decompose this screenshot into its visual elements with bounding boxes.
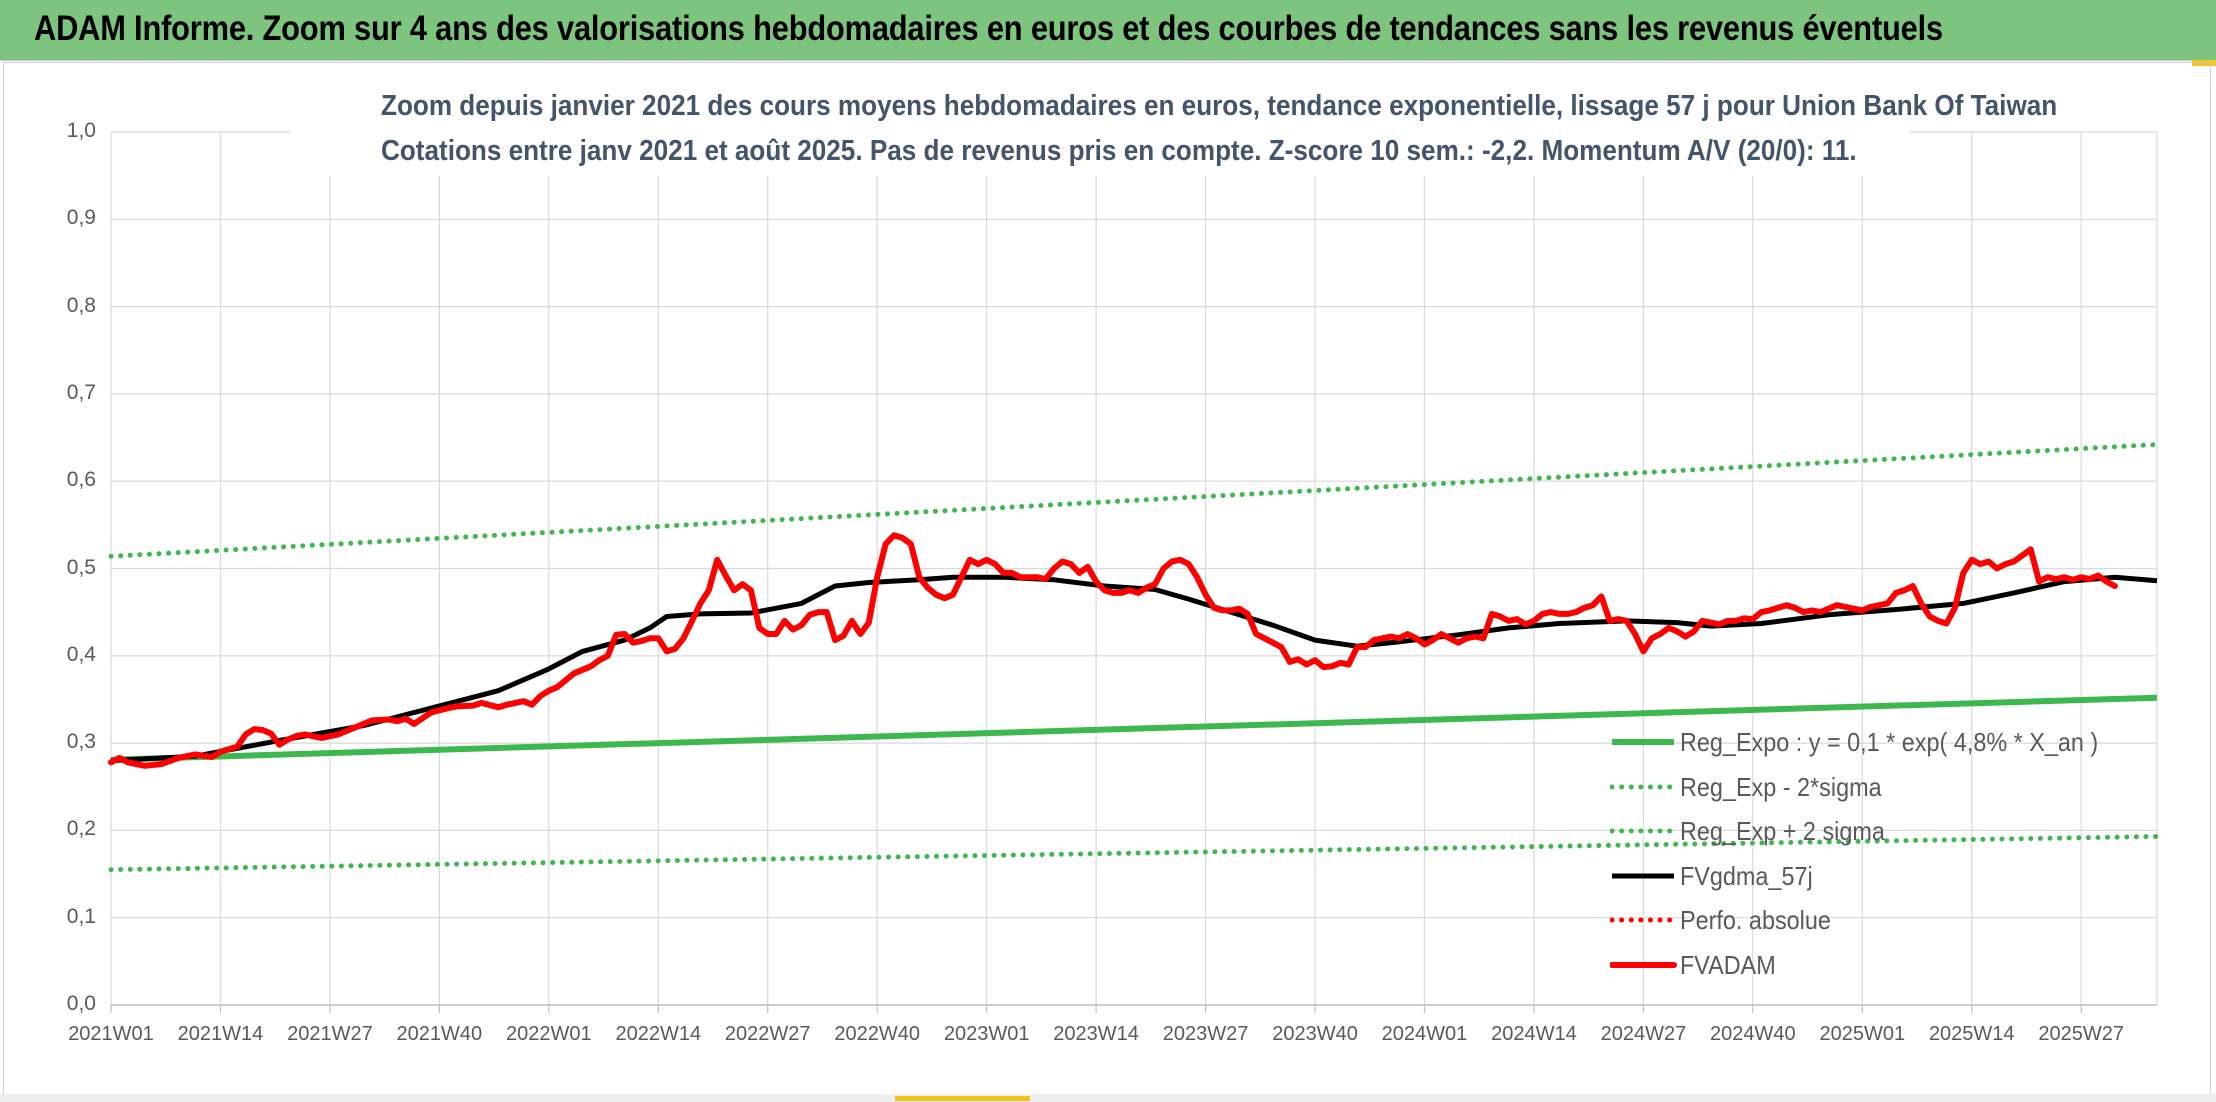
y-tick-label: 0,9 xyxy=(66,206,96,230)
legend-label: FVgdma_57j xyxy=(1680,860,1813,891)
chart-title: Zoom depuis janvier 2021 des cours moyen… xyxy=(381,90,2058,122)
legend-label: Reg_Expo : y = 0,1 * exp( 4,8% * X_an ) xyxy=(1680,727,2099,757)
x-tick-label: 2023W14 xyxy=(1053,1023,1139,1045)
x-tick-label: 2022W14 xyxy=(615,1023,702,1045)
x-tick-label: 2021W27 xyxy=(287,1023,373,1045)
y-tick-label: 0,1 xyxy=(66,904,96,928)
legend-item: Reg_Expo : y = 0,1 * exp( 4,8% * X_an ) xyxy=(1610,723,2130,763)
legend-label: Reg_Exp - 2*sigma xyxy=(1680,771,1882,802)
legend-item: Reg_Exp + 2 sigma xyxy=(1610,812,2130,852)
legend-item: FVADAM xyxy=(1610,946,2130,986)
x-tick-label: 2022W40 xyxy=(834,1023,920,1045)
legend-swatch xyxy=(1610,784,1677,789)
y-tick-label: 0,7 xyxy=(66,380,96,404)
x-tick-label: 2023W40 xyxy=(1272,1023,1358,1045)
y-tick-label: 0,2 xyxy=(66,817,96,841)
x-tick-label: 2021W14 xyxy=(177,1023,264,1045)
legend-swatch xyxy=(1612,739,1674,745)
legend-item: Reg_Exp - 2*sigma xyxy=(1610,768,2130,808)
y-tick-label: 0,8 xyxy=(66,293,96,317)
y-tick-label: 0,3 xyxy=(66,730,96,754)
legend-label: Reg_Exp + 2 sigma xyxy=(1680,816,1885,846)
report-banner: ADAM Informe. Zoom sur 4 ans des valoris… xyxy=(0,0,2216,61)
series-reg-exp-2-sigma xyxy=(108,442,2160,559)
x-tick-label: 2024W40 xyxy=(1710,1023,1796,1045)
y-tick-label: 1,0 xyxy=(66,119,96,142)
series-reg-expo-y-0-1-exp-4-8-x-an xyxy=(110,694,2158,763)
x-tick-label: 2025W01 xyxy=(1819,1023,1906,1045)
corner-accent xyxy=(2192,60,2216,66)
x-tick-label: 2025W14 xyxy=(1928,1023,2015,1045)
legend-swatch xyxy=(1610,961,1677,968)
y-tick-label: 0,5 xyxy=(66,555,96,579)
y-tick-label: 0,0 xyxy=(66,992,96,1015)
legend-item: FVgdma_57j xyxy=(1610,857,2130,897)
y-tick-label: 0,6 xyxy=(66,468,96,492)
legend-swatch xyxy=(1610,828,1677,834)
x-tick-label: 2024W01 xyxy=(1381,1023,1468,1045)
bottom-bar xyxy=(0,1094,2216,1102)
x-tick-label: 2024W27 xyxy=(1600,1023,1687,1045)
legend-swatch xyxy=(1612,873,1674,878)
x-tick-label: 2025W27 xyxy=(2038,1023,2125,1045)
x-tick-label: 2024W14 xyxy=(1491,1023,1577,1045)
legend-item: Perfo. absolue xyxy=(1610,901,2130,941)
legend-label: FVADAM xyxy=(1680,949,1776,980)
y-tick-label: 0,4 xyxy=(66,642,96,666)
title-plate xyxy=(290,84,1910,176)
x-tick-label: 2023W27 xyxy=(1162,1023,1249,1045)
x-tick-label: 2021W40 xyxy=(396,1023,483,1045)
x-tick-label: 2022W27 xyxy=(724,1023,811,1045)
x-tick-label: 2023W01 xyxy=(943,1023,1030,1045)
legend-swatch xyxy=(1610,917,1677,923)
chart-subtitle: Cotations entre janv 2021 et août 2025. … xyxy=(381,135,1857,167)
legend-label: Perfo. absolue xyxy=(1680,905,1831,935)
x-tick-label: 2021W01 xyxy=(68,1023,154,1045)
series-fvadam xyxy=(108,532,2118,769)
x-tick-label: 2022W01 xyxy=(506,1023,592,1045)
report-title: ADAM Informe. Zoom sur 4 ans des valoris… xyxy=(34,9,1943,48)
bottom-accent xyxy=(895,1096,1030,1101)
